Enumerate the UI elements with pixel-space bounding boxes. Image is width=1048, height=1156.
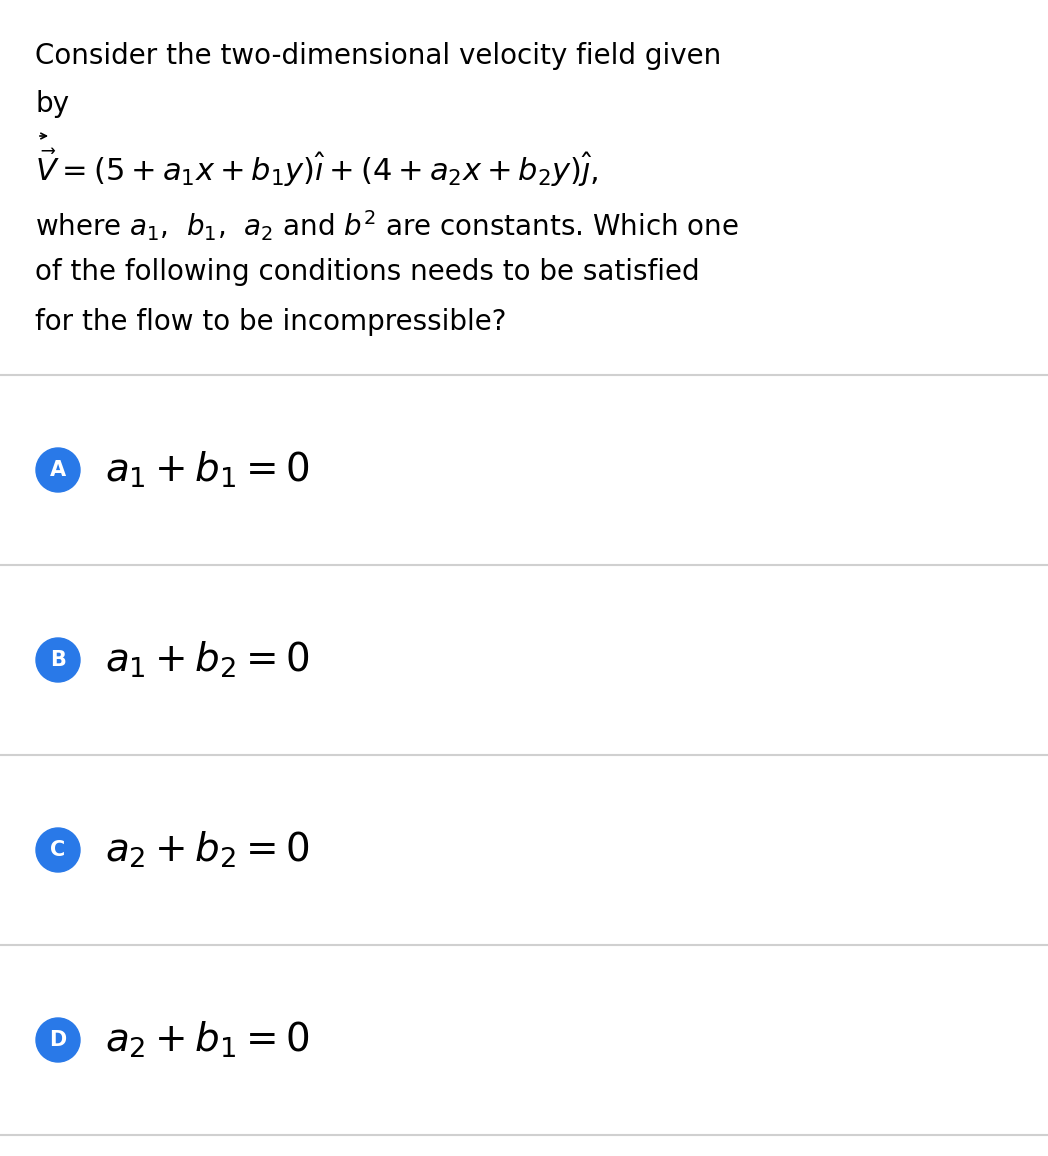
Circle shape <box>36 638 80 682</box>
Text: $a_2 + b_2 = 0$: $a_2 + b_2 = 0$ <box>105 830 310 870</box>
Text: A: A <box>50 460 66 480</box>
Text: Consider the two-dimensional velocity field given: Consider the two-dimensional velocity fi… <box>35 42 721 71</box>
Circle shape <box>36 449 80 492</box>
Text: B: B <box>50 650 66 670</box>
Circle shape <box>36 828 80 872</box>
Text: by: by <box>35 90 69 118</box>
Text: $a_1 + b_2 = 0$: $a_1 + b_2 = 0$ <box>105 640 310 680</box>
Text: C: C <box>50 840 66 860</box>
Text: $\vec{V} = (5 + a_1x + b_1y)\hat{\imath} + (4 + a_2x + b_2y)\hat{\jmath},$: $\vec{V} = (5 + a_1x + b_1y)\hat{\imath}… <box>35 147 598 190</box>
Text: where $a_1$,  $b_1$,  $a_2$ and $b^2$ are constants. Which one: where $a_1$, $b_1$, $a_2$ and $b^2$ are … <box>35 208 739 243</box>
Text: $a_2 + b_1 = 0$: $a_2 + b_1 = 0$ <box>105 1020 310 1060</box>
Text: D: D <box>49 1030 67 1050</box>
Text: $a_1 + b_1 = 0$: $a_1 + b_1 = 0$ <box>105 450 310 490</box>
Circle shape <box>36 1018 80 1062</box>
Text: for the flow to be incompressible?: for the flow to be incompressible? <box>35 307 506 336</box>
Text: of the following conditions needs to be satisfied: of the following conditions needs to be … <box>35 258 700 286</box>
